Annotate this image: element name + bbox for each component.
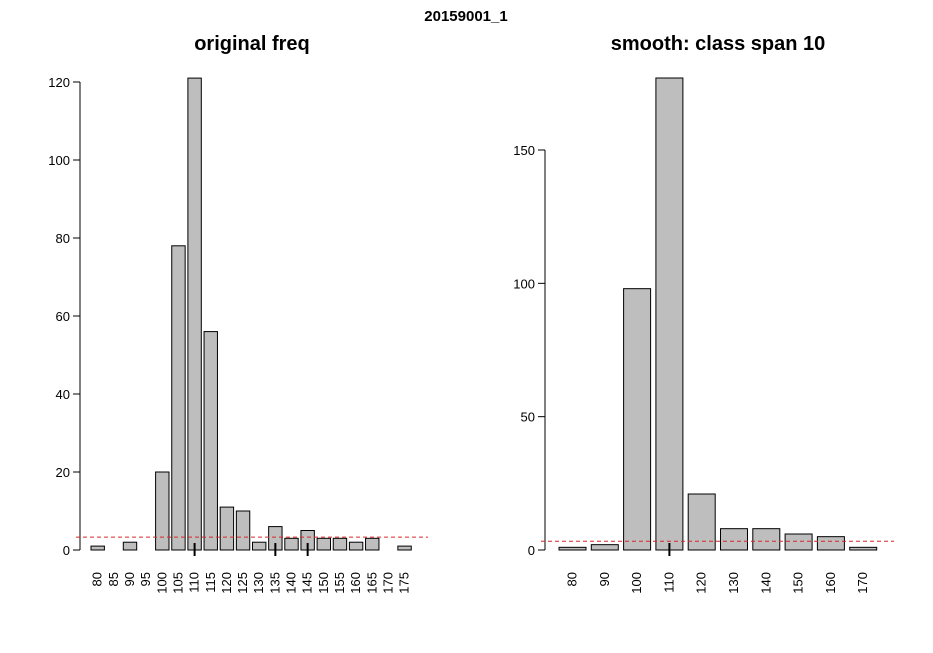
x-tick-label: 140	[284, 572, 299, 594]
y-tick-label: 0	[528, 543, 535, 558]
x-tick-label: 170	[380, 572, 395, 594]
bar	[316, 537, 332, 551]
x-tick-label: 150	[316, 572, 331, 594]
bar	[252, 541, 267, 551]
y-tick-label: 50	[521, 410, 535, 425]
x-tick-label: 90	[597, 572, 612, 586]
figure-title: 20159001_1	[424, 8, 507, 25]
bar	[235, 510, 251, 551]
bar	[590, 544, 619, 551]
bar	[397, 545, 412, 551]
y-tick-label: 100	[513, 276, 535, 291]
x-tick-label: 120	[694, 572, 709, 594]
bar	[348, 541, 364, 551]
bar	[623, 288, 652, 551]
y-tick-label: 80	[56, 231, 70, 246]
y-tick-label: 150	[513, 143, 535, 158]
x-tick-label: 130	[726, 572, 741, 594]
bar	[332, 537, 348, 551]
x-tick-label: 100	[629, 572, 644, 594]
y-tick-label: 40	[56, 387, 70, 402]
x-tick-label: 130	[251, 572, 266, 594]
x-tick-label: 110	[661, 572, 676, 593]
bar	[558, 546, 587, 551]
chart-original-freq: original freq 80 85 90 95 100 105 110 115 120 125…	[48, 33, 428, 594]
x-tick-label: 150	[791, 572, 806, 594]
bar	[849, 546, 878, 551]
x-tick-label: 155	[332, 572, 347, 594]
y-tick-label: 20	[56, 465, 70, 480]
bar	[171, 245, 186, 551]
bar	[155, 471, 170, 551]
x-tick-label: 140	[758, 572, 773, 594]
chart-title: smooth: class span 10	[611, 33, 826, 55]
chart-title: original freq	[194, 33, 310, 55]
x-tick-label: 165	[364, 572, 379, 594]
y-tick-label: 100	[48, 153, 70, 168]
bar	[784, 533, 813, 551]
bar	[122, 541, 138, 551]
y-tick-label: 0	[63, 543, 70, 558]
x-tick-label: 90	[122, 572, 137, 586]
bar	[687, 493, 716, 551]
x-tick-label: 80	[565, 572, 580, 586]
x-tick-label: 145	[300, 572, 315, 594]
x-tick-label: 125	[235, 572, 250, 594]
bar	[365, 537, 380, 551]
bar	[219, 506, 235, 551]
bar	[655, 77, 684, 551]
y-tick-label: 60	[56, 309, 70, 324]
x-tick-label: 160	[823, 572, 838, 594]
x-tick-label: 175	[397, 572, 412, 594]
x-tick-label: 115	[203, 572, 218, 593]
chart-smooth: smooth: class span 10 80 90 100 110 120 130 14…	[513, 33, 894, 594]
x-tick-label: 120	[219, 572, 234, 594]
bar	[284, 537, 299, 551]
x-tick-label: 135	[267, 572, 282, 594]
bar	[203, 331, 218, 551]
bar	[752, 528, 781, 551]
x-tick-label: 100	[154, 572, 169, 594]
bar	[720, 528, 748, 551]
y-tick-label: 120	[48, 75, 70, 90]
bar	[187, 77, 202, 551]
x-tick-label: 170	[855, 572, 870, 594]
x-tick-label: 85	[106, 572, 121, 586]
x-tick-label: 110	[187, 572, 202, 593]
x-tick-label: 95	[138, 572, 153, 586]
bar	[816, 536, 845, 551]
x-tick-label: 80	[90, 572, 105, 586]
x-tick-label: 160	[348, 572, 363, 594]
bar	[90, 545, 105, 551]
x-tick-label: 105	[170, 572, 185, 594]
